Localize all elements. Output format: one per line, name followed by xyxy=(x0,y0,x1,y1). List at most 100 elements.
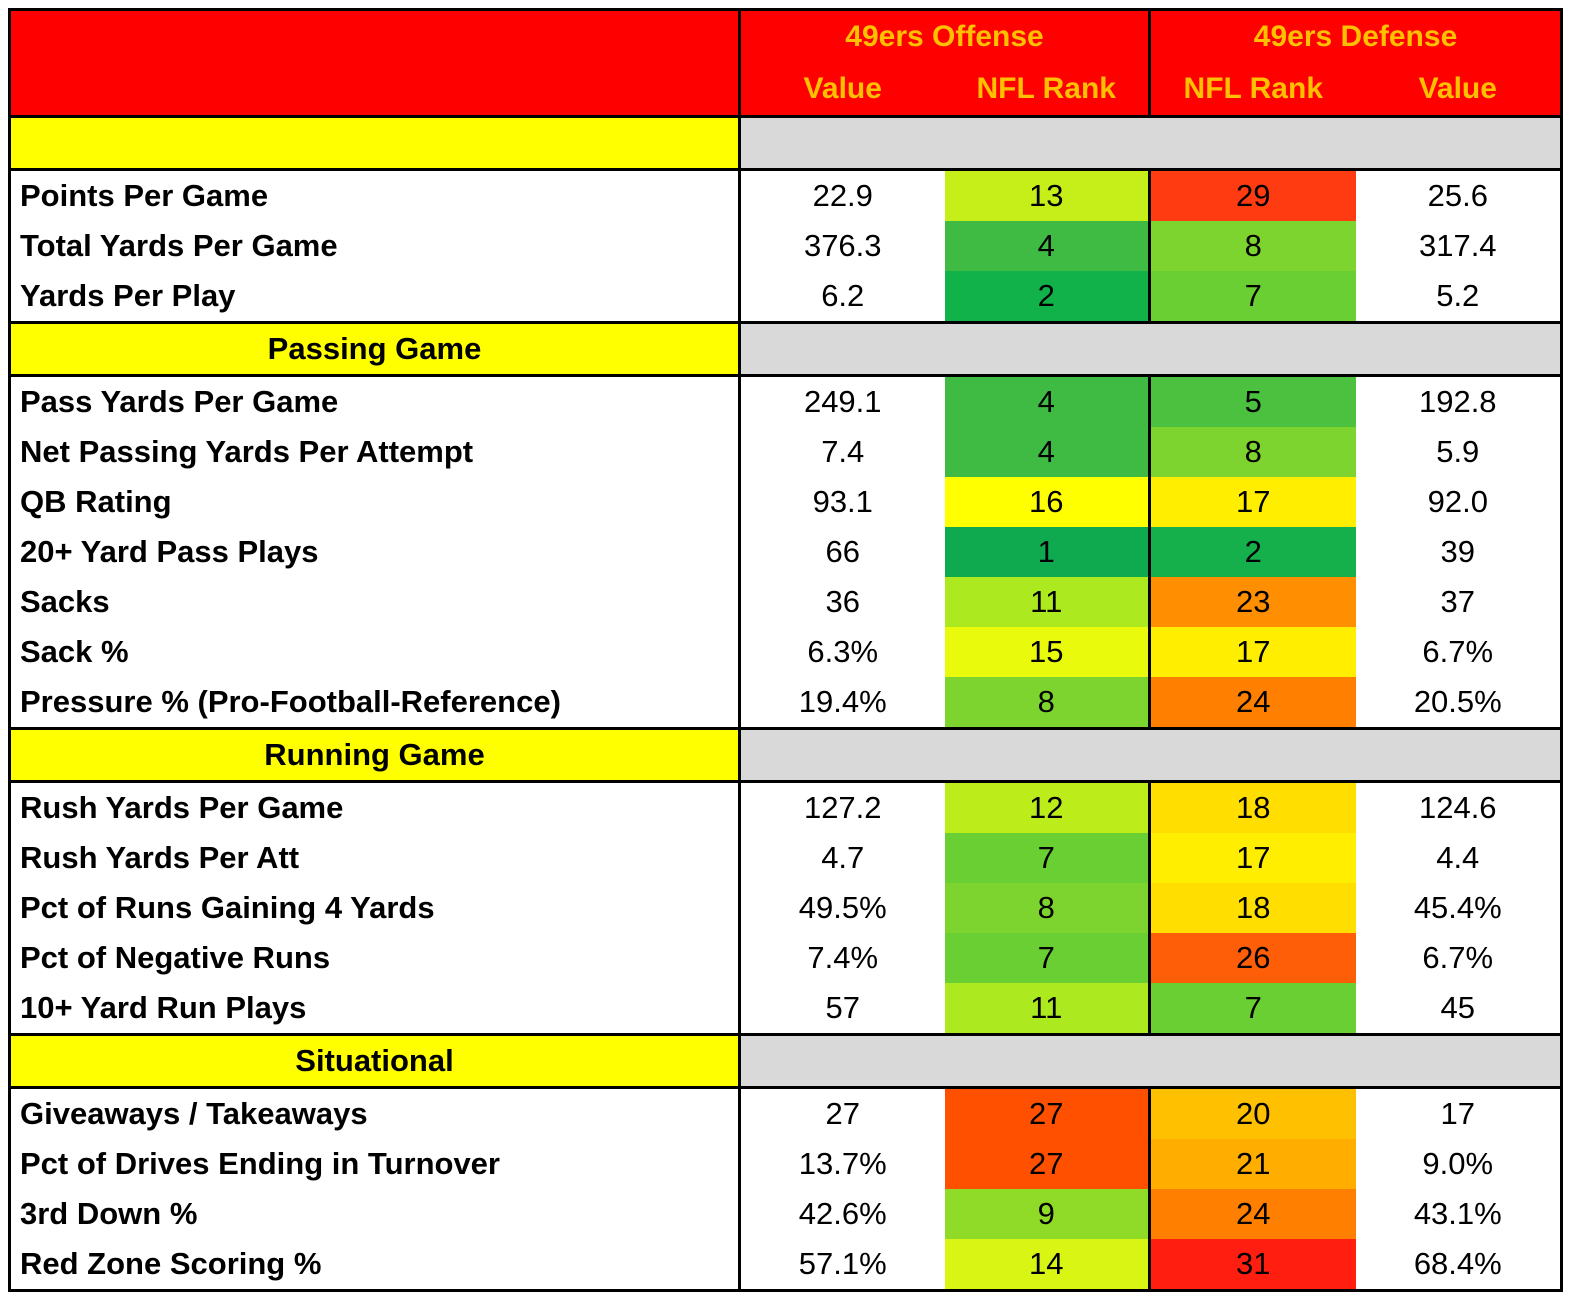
table-row: QB Rating 93.1 16 17 92.0 xyxy=(8,477,1564,527)
metric-label: Points Per Game xyxy=(8,169,740,221)
defense-value-cell: 4.4 xyxy=(1355,833,1564,883)
defense-value-cell: 6.7% xyxy=(1355,627,1564,677)
table-row: Pct of Runs Gaining 4 Yards 49.5% 8 18 45.4% xyxy=(8,883,1564,933)
section-divider-fill xyxy=(737,116,1564,171)
table-row: Points Per Game 22.9 13 29 25.6 xyxy=(8,169,1564,221)
defense-rank-cell: 18 xyxy=(1148,883,1356,933)
defense-rank-cell: 5 xyxy=(1148,375,1356,427)
table-row: Pass Yards Per Game 249.1 4 5 192.8 xyxy=(8,375,1564,427)
offense-rank-cell: 4 xyxy=(944,427,1150,477)
table-row: Red Zone Scoring % 57.1% 14 31 68.4% xyxy=(8,1239,1564,1292)
section-divider-fill xyxy=(737,1034,1564,1089)
defense-value-cell: 5.9 xyxy=(1355,427,1564,477)
table-row: Pct of Drives Ending in Turnover 13.7% 27 2… xyxy=(8,1139,1564,1189)
defense-rank-cell: 8 xyxy=(1148,427,1356,477)
metric-label: Pass Yards Per Game xyxy=(8,375,740,427)
offense-value-cell: 22.9 xyxy=(738,169,945,221)
offense-value-cell: 19.4% xyxy=(738,677,945,730)
offense-rank-cell: 16 xyxy=(944,477,1150,527)
defense-rank-cell: 18 xyxy=(1148,781,1356,833)
defense-value-cell: 25.6 xyxy=(1355,169,1564,221)
defense-rank-cell: 7 xyxy=(1148,983,1356,1036)
metric-label: Total Yards Per Game xyxy=(8,221,740,271)
defense-rank-cell: 26 xyxy=(1148,933,1356,983)
defense-rank-cell: 29 xyxy=(1148,169,1356,221)
defense-value-cell: 192.8 xyxy=(1355,375,1564,427)
offense-rank-cell: 15 xyxy=(944,627,1150,677)
metric-label: Sacks xyxy=(8,577,740,627)
offense-value-cell: 36 xyxy=(738,577,945,627)
stats-body: 49ers Offense 49ers Defense Value NFL Ra… xyxy=(8,8,1564,1292)
metric-label: Giveaways / Takeaways xyxy=(8,1087,740,1139)
offense-rank-cell: 1 xyxy=(944,527,1150,577)
defense-value-cell: 5.2 xyxy=(1355,271,1564,324)
metric-label: Rush Yards Per Game xyxy=(8,781,740,833)
offense-value-cell: 13.7% xyxy=(738,1139,945,1189)
defense-value-cell: 17 xyxy=(1355,1087,1564,1139)
offense-rank-cell: 9 xyxy=(944,1189,1150,1239)
metric-label: Pct of Negative Runs xyxy=(8,933,740,983)
metric-label: QB Rating xyxy=(8,477,740,527)
offense-rank-cell: 11 xyxy=(944,577,1150,627)
defense-rank-cell: 21 xyxy=(1148,1139,1356,1189)
table-row: Sacks 36 11 23 37 xyxy=(8,577,1564,627)
offense-value-cell: 4.7 xyxy=(738,833,945,883)
section-title: Situational xyxy=(8,1034,740,1089)
defense-value-cell: 45.4% xyxy=(1355,883,1564,933)
defense-rank-cell: 24 xyxy=(1148,1189,1356,1239)
offense-rank-cell: 8 xyxy=(944,677,1150,730)
table-row: Giveaways / Takeaways 27 27 20 17 xyxy=(8,1087,1564,1139)
metric-label: Rush Yards Per Att xyxy=(8,833,740,883)
defense-value-cell: 45 xyxy=(1355,983,1564,1036)
offense-value-cell: 7.4% xyxy=(738,933,945,983)
metric-label: Sack % xyxy=(8,627,740,677)
defense-value-cell: 6.7% xyxy=(1355,933,1564,983)
defense-value-cell: 124.6 xyxy=(1355,781,1564,833)
defense-value-cell: 43.1% xyxy=(1355,1189,1564,1239)
offense-value-cell: 7.4 xyxy=(738,427,945,477)
table-row: Rush Yards Per Game 127.2 12 18 124.6 xyxy=(8,781,1564,833)
offense-value-cell: 42.6% xyxy=(738,1189,945,1239)
table-row: Sack % 6.3% 15 17 6.7% xyxy=(8,627,1564,677)
metric-label: Pressure % (Pro-Football-Reference) xyxy=(8,677,740,730)
metric-label: Red Zone Scoring % xyxy=(8,1239,740,1292)
metric-label: 3rd Down % xyxy=(8,1189,740,1239)
defense-value-cell: 92.0 xyxy=(1355,477,1564,527)
header-row-2: Value NFL Rank NFL Rank Value xyxy=(10,63,1564,118)
offense-value-cell: 57 xyxy=(738,983,945,1036)
offense-rank-cell: 2 xyxy=(944,271,1150,324)
offense-rank-cell: 11 xyxy=(944,983,1150,1036)
offense-value-cell: 6.3% xyxy=(738,627,945,677)
section-header-row: Running Game xyxy=(8,728,1564,783)
offense-value-cell: 6.2 xyxy=(738,271,945,324)
offense-rank-cell: 27 xyxy=(944,1139,1150,1189)
metric-label: 10+ Yard Run Plays xyxy=(8,983,740,1036)
table-row: 20+ Yard Pass Plays 66 1 2 39 xyxy=(8,527,1564,577)
defense-value-header: Value xyxy=(1355,63,1564,118)
offense-value-cell: 93.1 xyxy=(738,477,945,527)
defense-value-cell: 68.4% xyxy=(1355,1239,1564,1292)
offense-rank-cell: 4 xyxy=(944,221,1150,271)
defense-value-cell: 37 xyxy=(1355,577,1564,627)
table-row: Total Yards Per Game 376.3 4 8 317.4 xyxy=(8,221,1564,271)
defense-rank-cell: 17 xyxy=(1148,833,1356,883)
offense-value-cell: 66 xyxy=(738,527,945,577)
offense-rank-cell: 7 xyxy=(944,933,1150,983)
section-title xyxy=(8,116,740,171)
header-corner xyxy=(8,8,740,118)
defense-title: 49ers Defense xyxy=(1148,8,1564,63)
section-divider-fill xyxy=(737,322,1564,377)
metric-label: Yards Per Play xyxy=(8,271,740,324)
section-header-row: Situational xyxy=(8,1034,1564,1089)
metric-label: 20+ Yard Pass Plays xyxy=(8,527,740,577)
defense-value-cell: 20.5% xyxy=(1355,677,1564,730)
offense-rank-cell: 27 xyxy=(944,1087,1150,1139)
metric-label: Pct of Drives Ending in Turnover xyxy=(8,1139,740,1189)
offense-value-cell: 57.1% xyxy=(738,1239,945,1292)
offense-rank-header: NFL Rank xyxy=(944,63,1150,118)
defense-rank-cell: 24 xyxy=(1148,677,1356,730)
section-header-row: Passing Game xyxy=(8,322,1564,377)
defense-value-cell: 9.0% xyxy=(1355,1139,1564,1189)
offense-rank-cell: 12 xyxy=(944,781,1150,833)
offense-value-header: Value xyxy=(738,63,945,118)
